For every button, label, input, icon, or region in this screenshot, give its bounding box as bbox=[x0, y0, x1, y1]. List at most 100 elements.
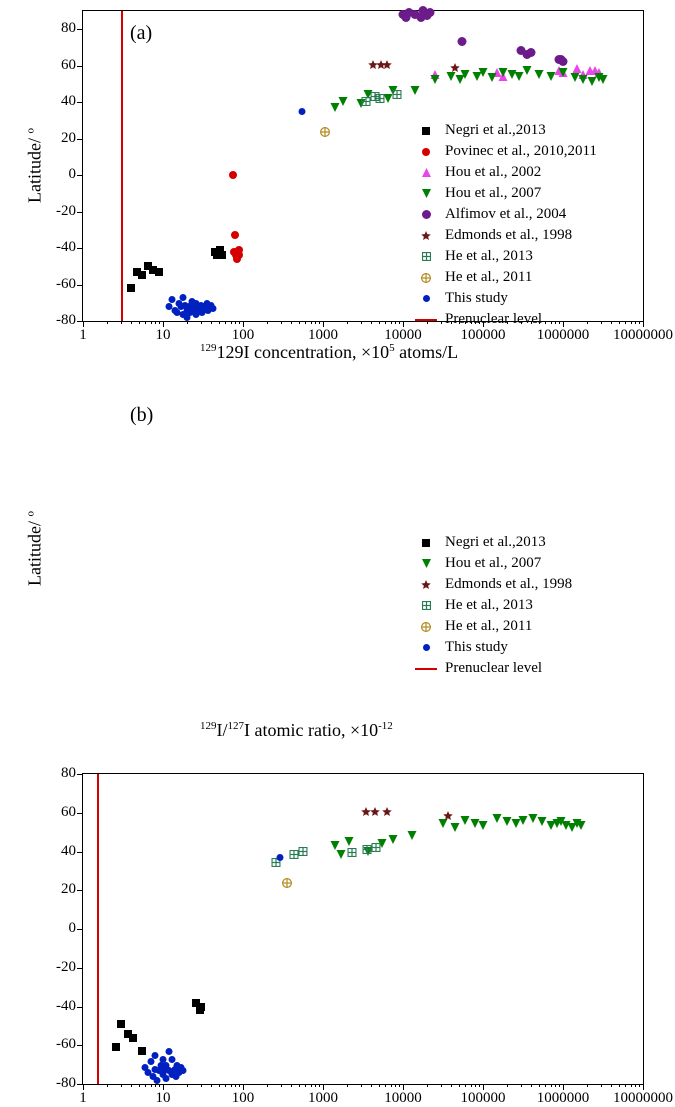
ytick-label: -80 bbox=[38, 1075, 76, 1092]
xtick-minor bbox=[601, 321, 602, 324]
xtick-minor bbox=[151, 321, 152, 324]
datapoint-hou2007 bbox=[534, 66, 543, 84]
xtick-minor bbox=[531, 1084, 532, 1087]
datapoint-alfimov bbox=[458, 33, 467, 51]
datapoint-he2013 bbox=[393, 86, 402, 104]
datapoint-negri bbox=[129, 1029, 137, 1047]
datapoint-alfimov bbox=[559, 53, 568, 71]
legend-item-hou2002: Hou et al., 2002 bbox=[415, 162, 597, 183]
legend-label-hou2007: Hou et al., 2007 bbox=[445, 553, 541, 573]
legend-item-prenuclear: Prenuclear level bbox=[415, 309, 597, 330]
ytick-label: -40 bbox=[38, 998, 76, 1015]
datapoint-he2011 bbox=[320, 124, 330, 142]
ytick-label: 20 bbox=[38, 881, 76, 898]
datapoint-hou2007 bbox=[479, 64, 488, 82]
ytick bbox=[77, 1084, 83, 1085]
xtick-minor bbox=[291, 321, 292, 324]
legend-item-edmonds: Edmonds et al., 1998 bbox=[415, 225, 597, 246]
ylabel-a-sup: o bbox=[25, 128, 37, 134]
xtick-minor bbox=[187, 1084, 188, 1087]
datapoint-hou2007 bbox=[389, 831, 398, 849]
xtick-minor bbox=[201, 321, 202, 324]
xtick-minor bbox=[225, 1084, 226, 1087]
xtick-minor bbox=[219, 321, 220, 324]
xlabel-b-iso1: 129 bbox=[200, 720, 217, 732]
legend-item-he2011: He et al., 2011 bbox=[415, 267, 597, 288]
ytick bbox=[77, 212, 83, 213]
xtick-label: 1 bbox=[53, 1090, 113, 1107]
datapoint-he2013 bbox=[347, 844, 356, 862]
legend-item-hou2007: Hou et al., 2007 bbox=[415, 183, 597, 204]
xtick-minor bbox=[311, 1084, 312, 1087]
datapoint-negri bbox=[218, 246, 226, 264]
datapoint-he2013 bbox=[289, 846, 298, 864]
ytick bbox=[77, 66, 83, 67]
ytick bbox=[77, 102, 83, 103]
xtick-minor bbox=[601, 1084, 602, 1087]
legend-marker-edmonds bbox=[415, 580, 437, 590]
legend-label-prenuclear: Prenuclear level bbox=[445, 309, 542, 329]
legend-item-he2013: He et al., 2013 bbox=[415, 246, 597, 267]
xtick-minor bbox=[235, 1084, 236, 1087]
legend-item-he2011: He et al., 2011 bbox=[415, 616, 572, 637]
xtick-minor bbox=[559, 1084, 560, 1087]
ytick-label: 80 bbox=[38, 765, 76, 782]
legend-marker-he2011 bbox=[415, 622, 437, 632]
datapoint-edmonds bbox=[361, 804, 371, 822]
legend-item-hou2007: Hou et al., 2007 bbox=[415, 553, 572, 574]
xtick-minor bbox=[235, 321, 236, 324]
datapoint-alfimov bbox=[426, 4, 435, 22]
xlabel-b: 129I/127I atomic ratio, ×10-12 bbox=[200, 720, 393, 741]
datapoint-hou2007 bbox=[408, 827, 417, 845]
xlabel-b-iso2: 127 bbox=[228, 720, 245, 732]
legend-item-prenuclear: Prenuclear level bbox=[415, 658, 572, 679]
xtick-label: 10000 bbox=[373, 1090, 433, 1107]
xtick-minor bbox=[291, 1084, 292, 1087]
legend-item-negri: Negri et al.,2013 bbox=[415, 120, 597, 141]
datapoint-thisstudy bbox=[209, 299, 216, 317]
ytick-label: -20 bbox=[38, 959, 76, 976]
legend-marker-hou2002 bbox=[415, 168, 437, 177]
datapoint-hou2007 bbox=[461, 66, 470, 84]
legend-item-alfimov: Alfimov et al., 2004 bbox=[415, 204, 597, 225]
xtick-minor bbox=[155, 321, 156, 324]
xtick-label: 1000 bbox=[293, 1090, 353, 1107]
legend-marker-prenuclear bbox=[415, 664, 437, 674]
datapoint-edmonds bbox=[382, 804, 392, 822]
datapoint-he2013 bbox=[298, 843, 307, 861]
legend-item-povinec: Povinec et al., 2010,2011 bbox=[415, 141, 597, 162]
xtick-minor bbox=[281, 321, 282, 324]
datapoint-edmonds bbox=[370, 804, 380, 822]
xtick-minor bbox=[427, 1084, 428, 1087]
datapoint-hou2007 bbox=[430, 71, 439, 89]
prenuclear-line bbox=[121, 11, 123, 321]
ylabel-b-sup: o bbox=[25, 511, 37, 517]
xtick-minor bbox=[399, 1084, 400, 1087]
xlabel-a: 129129I concentration, ×105 atoms/L bbox=[200, 342, 458, 363]
legend-label-thisstudy: This study bbox=[445, 637, 508, 657]
xtick-minor bbox=[371, 321, 372, 324]
xtick-minor bbox=[551, 1084, 552, 1087]
xlabel-a-tail: atoms/L bbox=[395, 342, 459, 362]
xtick-minor bbox=[231, 1084, 232, 1087]
xtick-minor bbox=[441, 1084, 442, 1087]
xtick-minor bbox=[219, 1084, 220, 1087]
ytick-label: -40 bbox=[38, 239, 76, 256]
xtick-minor bbox=[459, 1084, 460, 1087]
ytick bbox=[77, 175, 83, 176]
ytick bbox=[77, 968, 83, 969]
xtick-minor bbox=[159, 321, 160, 324]
xtick-minor bbox=[267, 321, 268, 324]
xtick-minor bbox=[587, 1084, 588, 1087]
xtick-minor bbox=[521, 1084, 522, 1087]
datapoint-hou2007 bbox=[488, 69, 497, 87]
ytick-label: -60 bbox=[38, 276, 76, 293]
legend-marker-he2011 bbox=[415, 273, 437, 283]
ytick bbox=[77, 929, 83, 930]
datapoint-thisstudy bbox=[180, 1061, 187, 1079]
xtick-minor bbox=[639, 321, 640, 324]
legend-item-thisstudy: This study bbox=[415, 637, 572, 658]
ytick bbox=[77, 1007, 83, 1008]
ytick bbox=[77, 813, 83, 814]
datapoint-hou2007 bbox=[339, 93, 348, 111]
